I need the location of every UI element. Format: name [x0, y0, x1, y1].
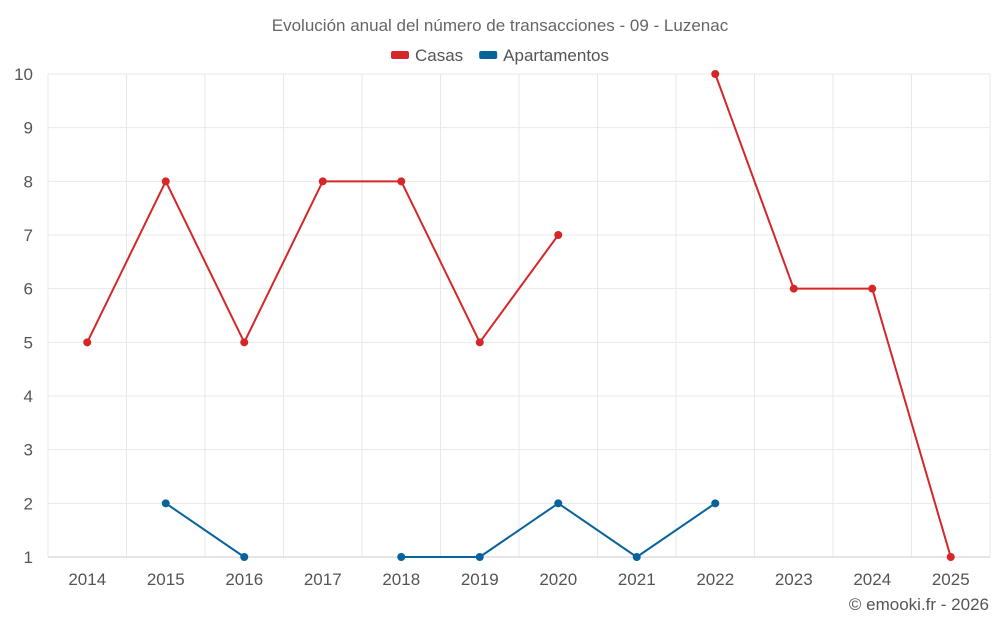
- x-tick-label: 2025: [932, 570, 970, 589]
- y-tick-label: 9: [24, 119, 33, 138]
- data-point[interactable]: [161, 499, 170, 508]
- x-tick-label: 2015: [147, 570, 185, 589]
- data-point[interactable]: [161, 177, 170, 186]
- legend-swatch: [479, 51, 498, 59]
- data-point[interactable]: [632, 553, 641, 561]
- x-tick-label: 2022: [696, 570, 734, 589]
- data-point[interactable]: [868, 284, 877, 293]
- x-tick-label: 2014: [68, 570, 106, 589]
- x-tick-label: 2024: [853, 570, 891, 589]
- data-point[interactable]: [475, 553, 484, 561]
- data-point[interactable]: [711, 499, 720, 508]
- series-line: [401, 502, 716, 558]
- series-casas: [83, 70, 955, 561]
- data-point[interactable]: [554, 231, 563, 239]
- y-axis: 1 2 3 4 5 6 7 8 9 10: [14, 65, 33, 567]
- data-point[interactable]: [711, 70, 720, 78]
- legend-label: Apartamentos: [503, 46, 609, 65]
- y-tick-label: 10: [14, 65, 33, 84]
- data-point[interactable]: [83, 338, 92, 347]
- series-line: [86, 180, 560, 344]
- y-tick-label: 8: [24, 172, 33, 191]
- series-layer: [83, 70, 955, 561]
- y-tick-label: 7: [24, 226, 33, 245]
- y-tick-label: 3: [24, 441, 33, 460]
- data-point[interactable]: [397, 553, 406, 561]
- chart-title: Evolución anual del número de transaccio…: [272, 16, 729, 35]
- x-tick-label: 2017: [304, 570, 342, 589]
- series-line: [165, 502, 245, 558]
- y-tick-label: 6: [24, 280, 33, 299]
- x-tick-label: 2018: [382, 570, 420, 589]
- legend-label: Casas: [415, 46, 463, 65]
- x-tick-label: 2020: [539, 570, 577, 589]
- data-point[interactable]: [946, 553, 955, 561]
- x-tick-label: 2023: [775, 570, 813, 589]
- data-point[interactable]: [475, 338, 484, 347]
- data-point[interactable]: [318, 177, 327, 186]
- data-point[interactable]: [240, 553, 249, 561]
- data-point[interactable]: [554, 499, 563, 508]
- x-tick-label: 2019: [461, 570, 499, 589]
- legend-item[interactable]: Apartamentos: [479, 46, 609, 65]
- data-point[interactable]: [240, 338, 249, 347]
- y-tick-label: 4: [24, 387, 33, 406]
- series-apartamentos: [161, 499, 720, 561]
- credit-text: © emooki.fr - 2026: [849, 595, 989, 614]
- y-tick-label: 5: [24, 333, 33, 352]
- data-point[interactable]: [789, 284, 798, 293]
- y-tick-label: 2: [24, 494, 33, 513]
- series-line: [714, 73, 952, 558]
- legend: Casas Apartamentos: [390, 46, 609, 65]
- data-point[interactable]: [397, 177, 406, 186]
- grid: [47, 73, 991, 558]
- legend-swatch: [390, 51, 409, 59]
- x-axis: 2014 2015 2016 2017 2018 2019 2020 2021 2022 2023…: [68, 570, 969, 589]
- y-tick-label: 1: [24, 548, 33, 567]
- x-tick-label: 2021: [618, 570, 656, 589]
- legend-item[interactable]: Casas: [390, 46, 463, 65]
- x-tick-label: 2016: [225, 570, 263, 589]
